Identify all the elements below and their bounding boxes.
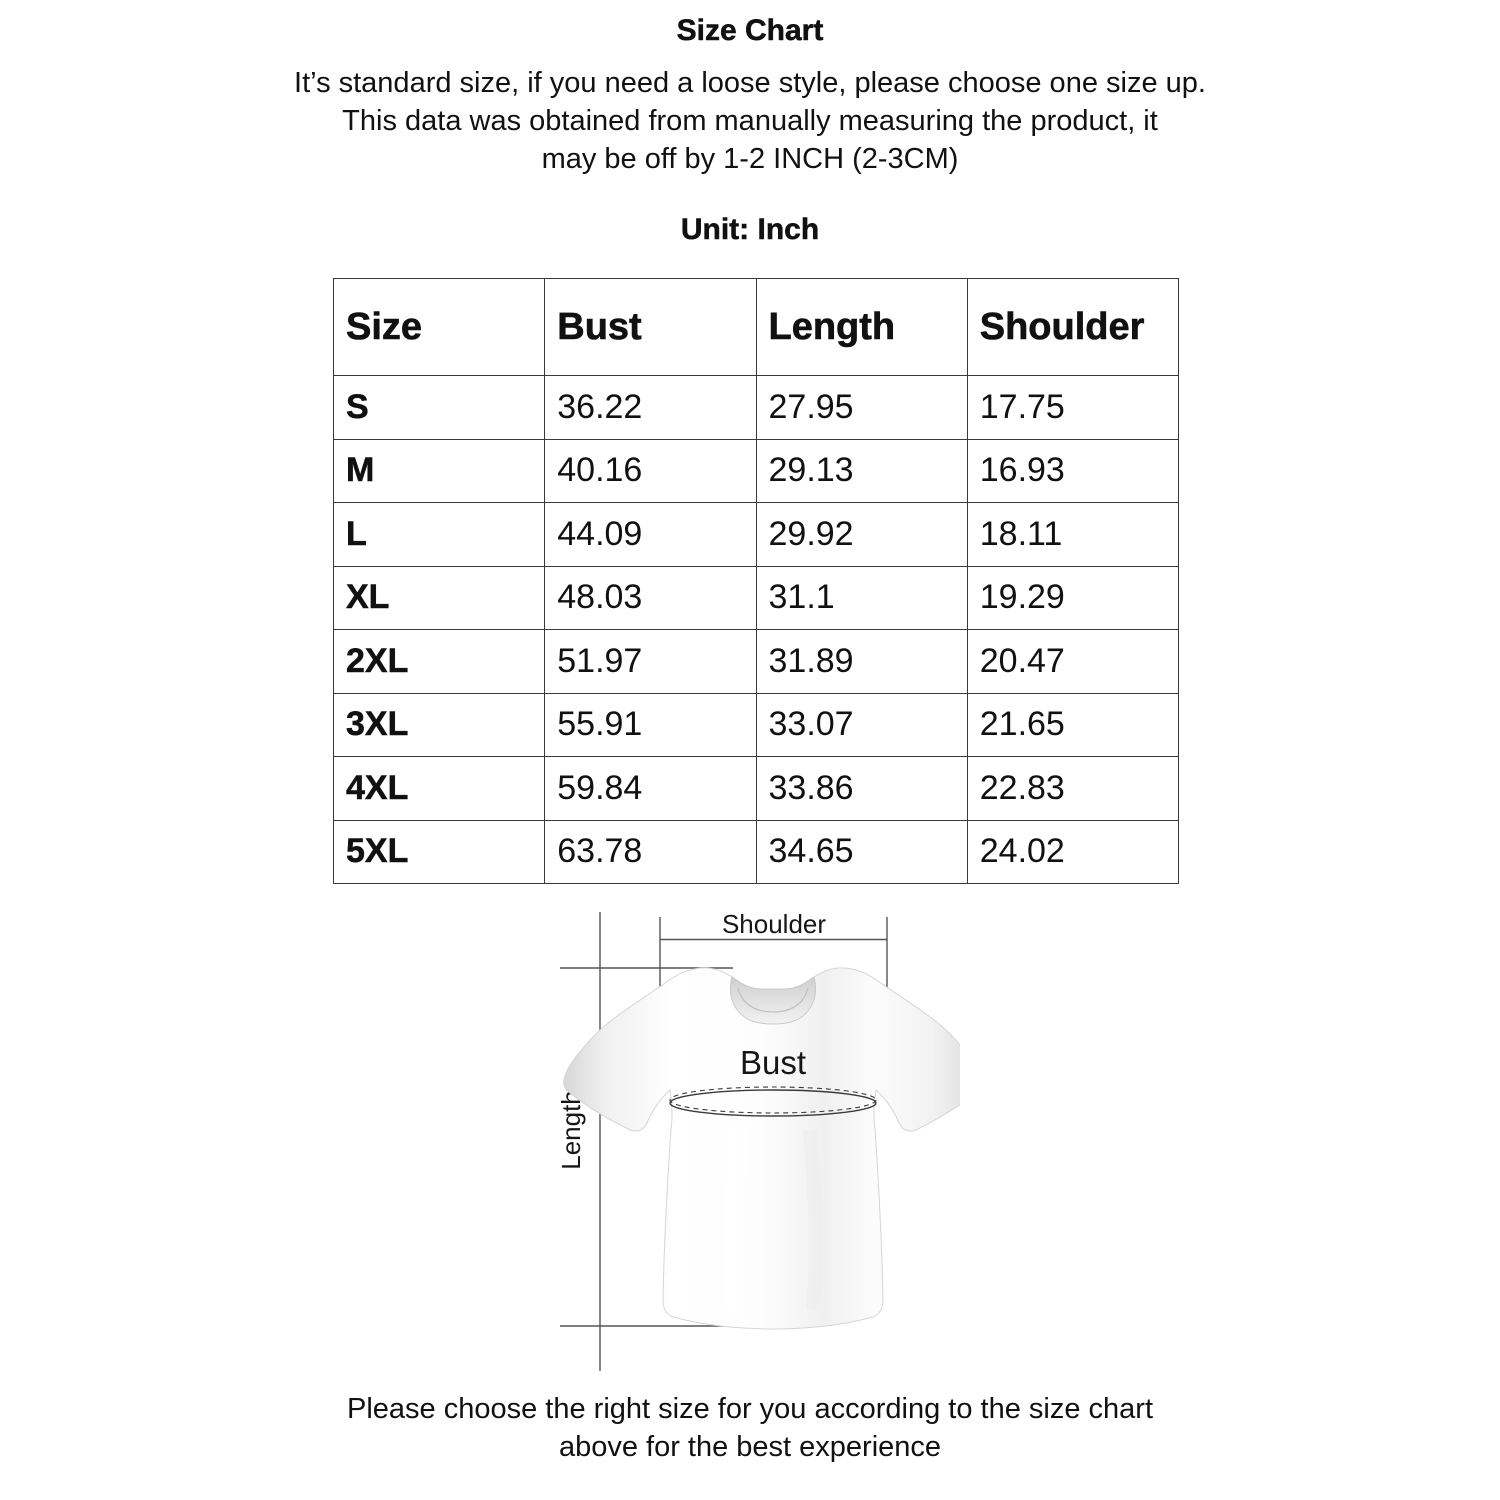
svg-text:Bust: Bust (740, 1044, 806, 1081)
svg-text:Shoulder: Shoulder (722, 909, 826, 939)
